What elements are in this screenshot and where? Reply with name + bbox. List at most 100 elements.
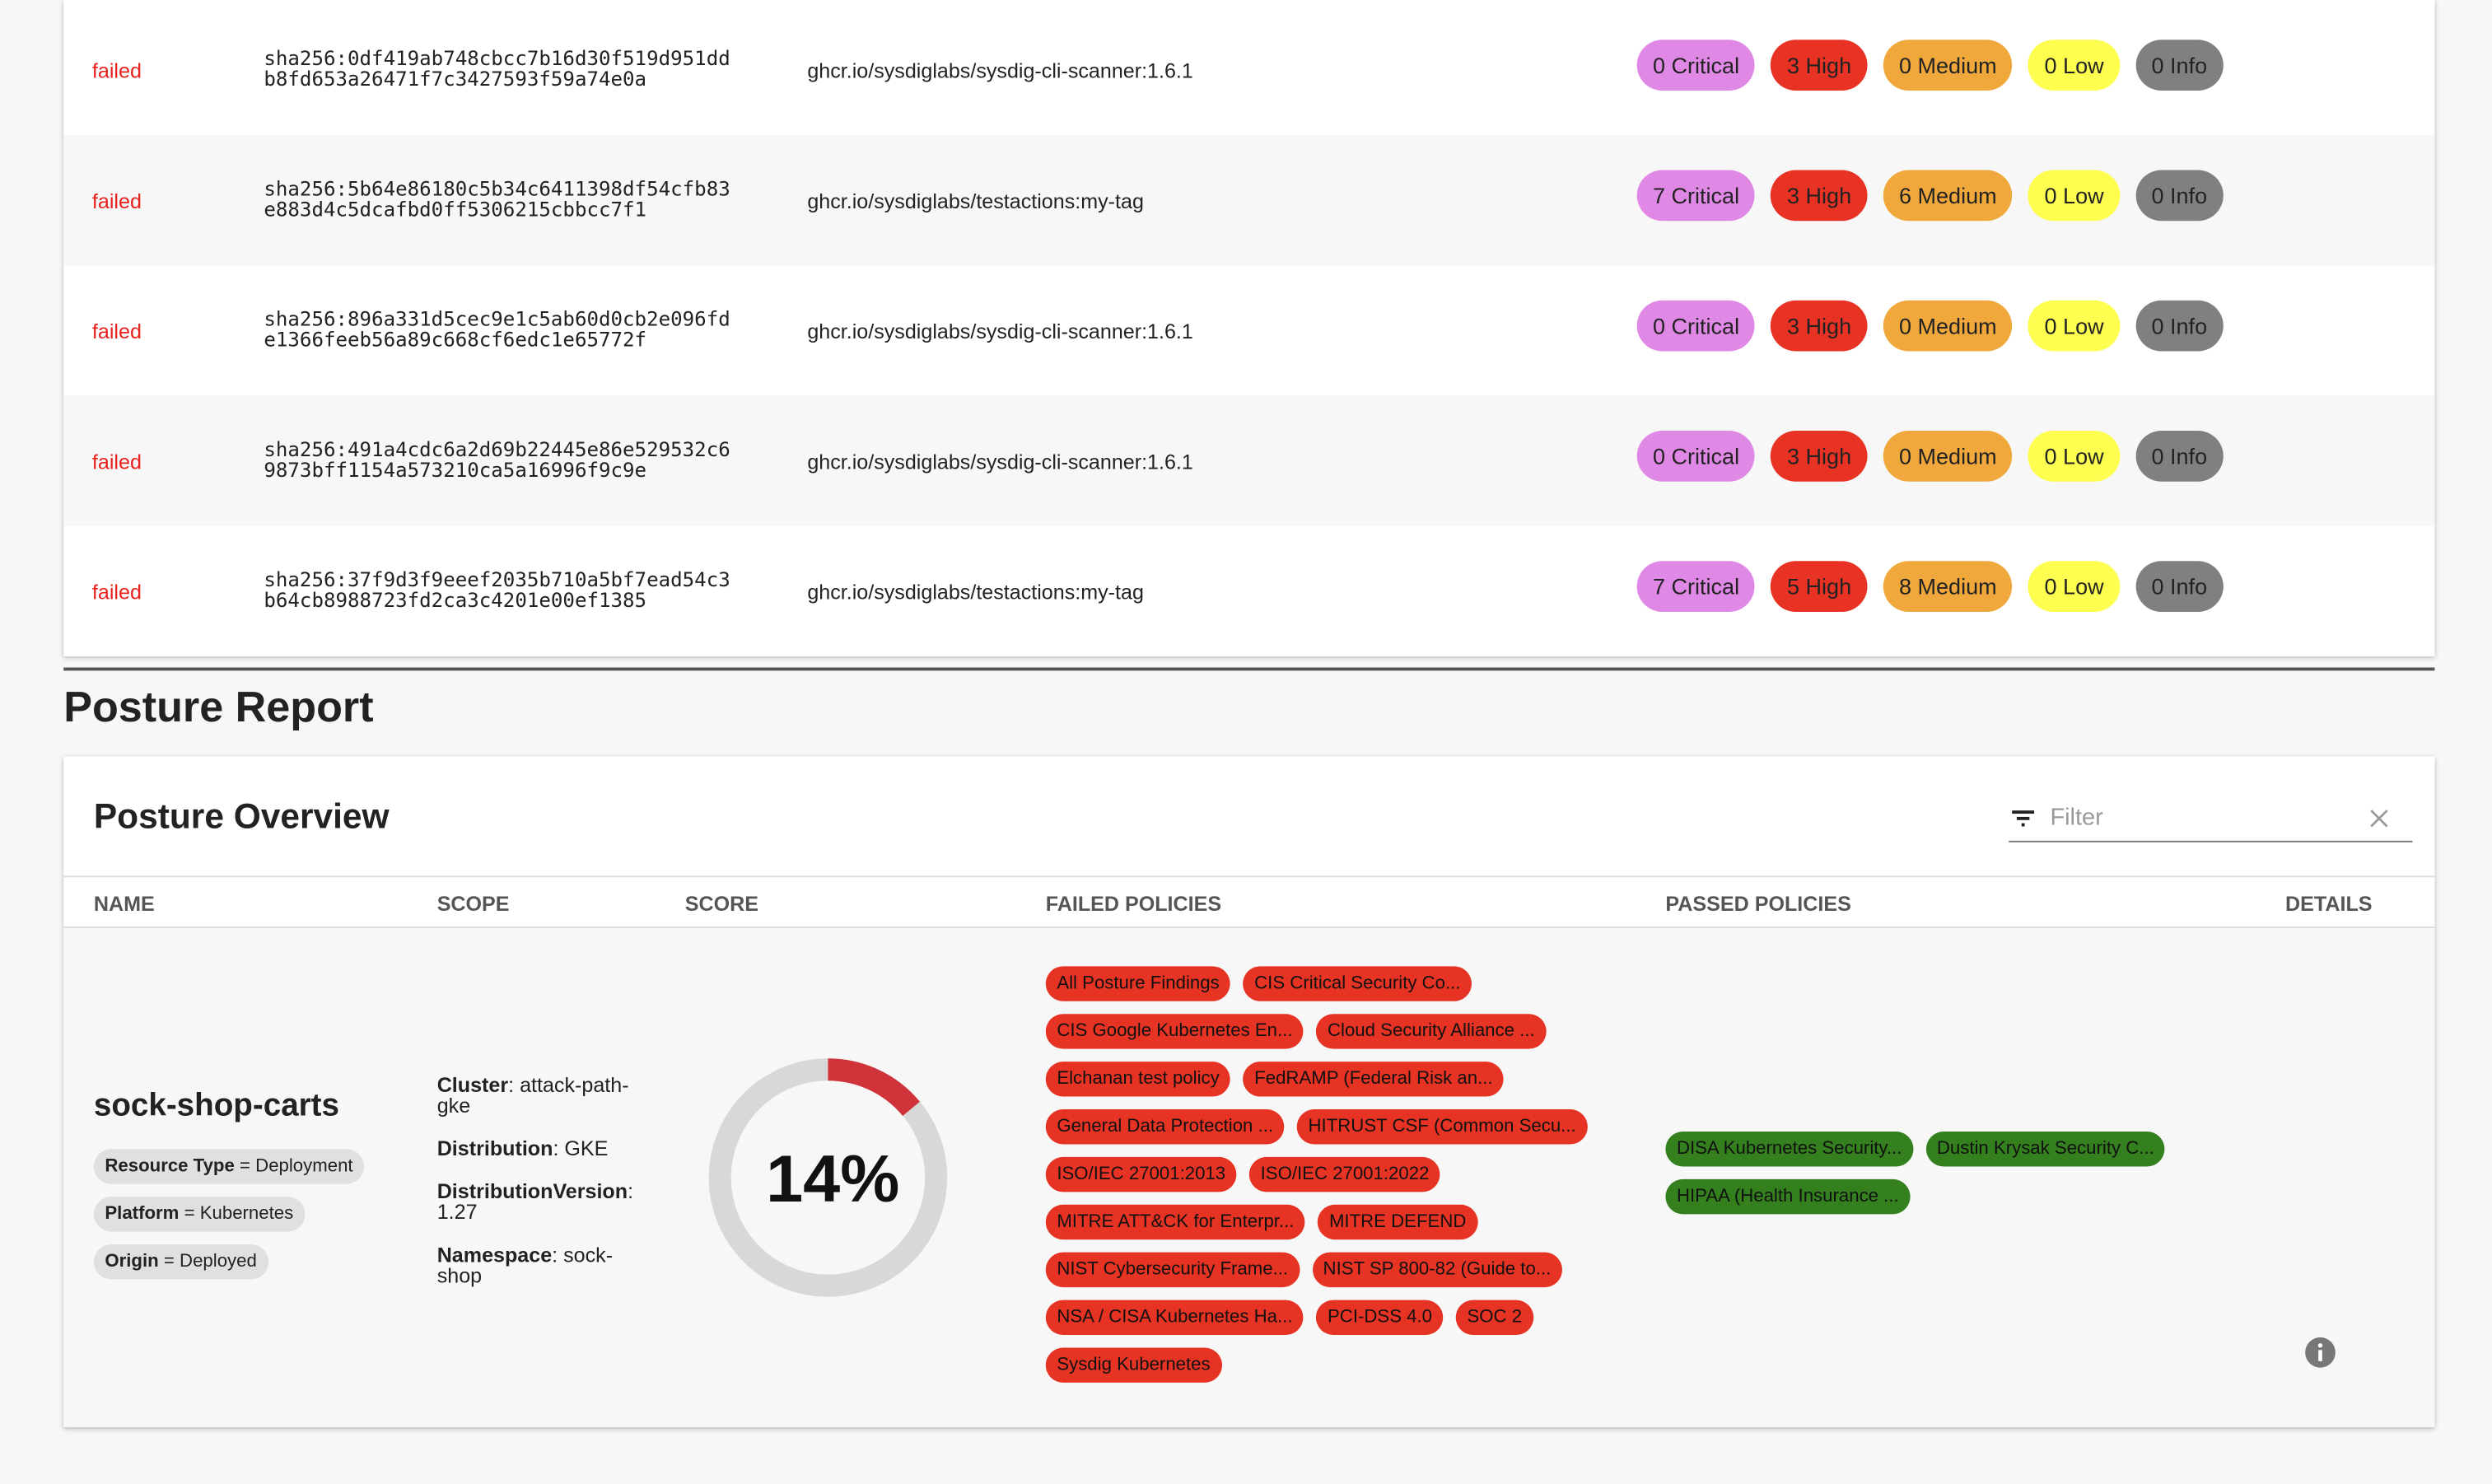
table-row: sock-shop-carts Resource Type = Deployme… [63,928,2435,1427]
critical-badge: 0 Critical [1636,40,1756,91]
chip-value: = Kubernetes [184,1204,294,1224]
table-row[interactable]: failed sha256:491a4cdc6a2d69b22445e86e52… [63,395,2435,526]
failed-policy-chip[interactable]: NSA / CISA Kubernetes Ha... [1045,1300,1304,1336]
chip-key: Resource Type [105,1156,235,1177]
card-title: Posture Overview [93,796,390,837]
table-row[interactable]: failed sha256:0df419ab748cbcc7b16d30f519… [63,5,2434,135]
info-badge: 0 Info [2135,170,2224,222]
chip-value: = Deployment [240,1156,353,1177]
severity-badges: 0 Critical 3 High 0 Medium 0 Low 0 Info [1636,40,2224,91]
failed-policy-chip[interactable]: HITRUST CSF (Common Secu... [1297,1109,1588,1145]
critical-badge: 7 Critical [1636,561,1756,612]
low-badge: 0 Low [2028,561,2120,612]
column-header-scope[interactable]: SCOPE [436,891,510,916]
column-header-failed-policies[interactable]: FAILED POLICIES [1045,891,1222,916]
score-arc [708,1058,948,1297]
table-header: NAME SCOPE SCORE FAILED POLICIES PASSED … [63,875,2435,929]
low-badge: 0 Low [2028,40,2120,91]
status-text: failed [91,450,142,474]
image-digest: sha256:491a4cdc6a2d69b22445e86e529532c6 9… [264,436,730,482]
medium-badge: 6 Medium [1883,170,2013,222]
filter-icon [2012,810,2035,827]
failed-policy-chip[interactable]: Sysdig Kubernetes [1045,1347,1222,1383]
passed-policy-chip[interactable]: Dustin Krysak Security C... [1925,1132,2166,1167]
info-badge: 0 Info [2135,40,2224,91]
passed-policy-chip[interactable]: DISA Kubernetes Security... [1665,1132,1913,1167]
chip-key: Origin [105,1252,159,1272]
image-name: ghcr.io/sysdiglabs/sysdig-cli-scanner:1.… [807,58,1193,83]
medium-badge: 0 Medium [1883,300,2013,352]
failed-policy-chip[interactable]: PCI-DSS 4.0 [1316,1300,1444,1336]
image-digest: sha256:0df419ab748cbcc7b16d30f519d951dd b… [264,45,730,91]
medium-badge: 0 Medium [1883,430,2013,482]
table-row[interactable]: failed sha256:896a331d5cec9e1c5ab60d0cb2… [63,265,2434,395]
failed-policy-chip[interactable]: All Posture Findings [1045,966,1231,1001]
failed-policy-chip[interactable]: CIS Google Kubernetes En... [1045,1014,1304,1049]
failed-policy-chip[interactable]: MITRE DEFEND [1318,1204,1477,1240]
critical-badge: 7 Critical [1636,170,1756,222]
low-badge: 0 Low [2028,170,2120,222]
high-badge: 3 High [1771,430,1868,482]
column-header-score[interactable]: SCORE [684,891,758,916]
column-header-name[interactable]: NAME [93,891,155,916]
passed-policies-list: DISA Kubernetes Security... Dustin Krysak… [1665,1132,2190,1215]
image-name: ghcr.io/sysdiglabs/testactions:my-tag [807,580,1144,604]
failed-policy-chip[interactable]: NIST SP 800-82 (Guide to... [1312,1252,1562,1288]
table-row[interactable]: failed sha256:5b64e86180c5b34c6411398df5… [63,135,2435,266]
resource-type-chip: Resource Type = Deployment [93,1149,365,1184]
failed-policy-chip[interactable]: NIST Cybersecurity Frame... [1045,1252,1300,1288]
filter-field[interactable] [2009,801,2413,842]
table-row[interactable]: failed sha256:37f9d3f9eeef2035b710a5bf7e… [63,526,2434,656]
scope-namespace: Namespace: sock-shop [436,1243,614,1288]
high-badge: 5 High [1771,561,1868,612]
platform-chip: Platform = Kubernetes [93,1197,305,1232]
critical-badge: 0 Critical [1636,430,1756,482]
clear-icon[interactable] [2369,809,2388,828]
low-badge: 0 Low [2028,430,2120,482]
severity-badges: 7 Critical 5 High 8 Medium 0 Low 0 Info [1636,561,2224,612]
failed-policy-chip[interactable]: SOC 2 [1455,1300,1533,1336]
scan-results-table: failed sha256:0df419ab748cbcc7b16d30f519… [63,0,2435,657]
medium-badge: 8 Medium [1883,561,2013,612]
failed-policies-list: All Posture Findings CIS Critical Securit… [1045,966,1594,1383]
image-name: ghcr.io/sysdiglabs/testactions:my-tag [807,189,1144,213]
info-badge: 0 Info [2135,430,2224,482]
status-text: failed [91,580,142,604]
posture-overview-card: Posture Overview NAME SCOPE SCORE FAILED… [63,756,2435,1427]
status-text: failed [91,319,142,343]
scope-details: Cluster: attack-path-gke Distribution: G… [437,1075,644,1309]
failed-policy-chip[interactable]: Elchanan test policy [1045,1062,1231,1097]
high-badge: 3 High [1771,40,1868,91]
info-icon[interactable] [2304,1337,2336,1369]
passed-policy-chip[interactable]: HIPAA (Health Insurance ... [1665,1178,1911,1215]
scope-distribution-version: DistributionVersion: 1.27 [436,1178,634,1224]
failed-policy-chip[interactable]: ISO/IEC 27001:2022 [1249,1156,1440,1192]
failed-policy-chip[interactable]: CIS Critical Security Co... [1243,966,1472,1001]
failed-policy-chip[interactable]: ISO/IEC 27001:2013 [1045,1156,1237,1192]
medium-badge: 0 Medium [1883,40,2013,91]
chip-value: = Deployed [163,1252,257,1272]
low-badge: 0 Low [2028,300,2120,352]
severity-badges: 0 Critical 3 High 0 Medium 0 Low 0 Info [1636,430,2224,482]
severity-badges: 7 Critical 3 High 6 Medium 0 Low 0 Info [1636,170,2224,222]
high-badge: 3 High [1771,300,1868,352]
chip-key: Platform [105,1204,180,1224]
image-digest: sha256:5b64e86180c5b34c6411398df54cfb83 e… [264,176,730,222]
failed-policy-chip[interactable]: General Data Protection ... [1045,1109,1285,1145]
column-header-passed-policies[interactable]: PASSED POLICIES [1665,891,1851,916]
filter-input[interactable] [2050,804,2353,832]
info-badge: 0 Info [2135,300,2224,352]
failed-policy-chip[interactable]: MITRE ATT&CK for Enterpr... [1045,1204,1305,1240]
image-digest: sha256:37f9d3f9eeef2035b710a5bf7ead54c3 b… [264,567,730,612]
high-badge: 3 High [1771,170,1868,222]
status-text: failed [91,189,142,213]
failed-policy-chip[interactable]: Cloud Security Alliance ... [1316,1014,1547,1049]
critical-badge: 0 Critical [1636,300,1756,352]
column-header-details[interactable]: DETAILS [2285,891,2373,916]
status-text: failed [91,58,142,83]
failed-policy-chip[interactable]: FedRAMP (Federal Risk an... [1243,1062,1505,1097]
info-badge: 0 Info [2135,561,2224,612]
severity-badges: 0 Critical 3 High 0 Medium 0 Low 0 Info [1636,300,2224,352]
origin-chip: Origin = Deployed [93,1244,268,1280]
image-digest: sha256:896a331d5cec9e1c5ab60d0cb2e096fd e… [264,306,730,352]
